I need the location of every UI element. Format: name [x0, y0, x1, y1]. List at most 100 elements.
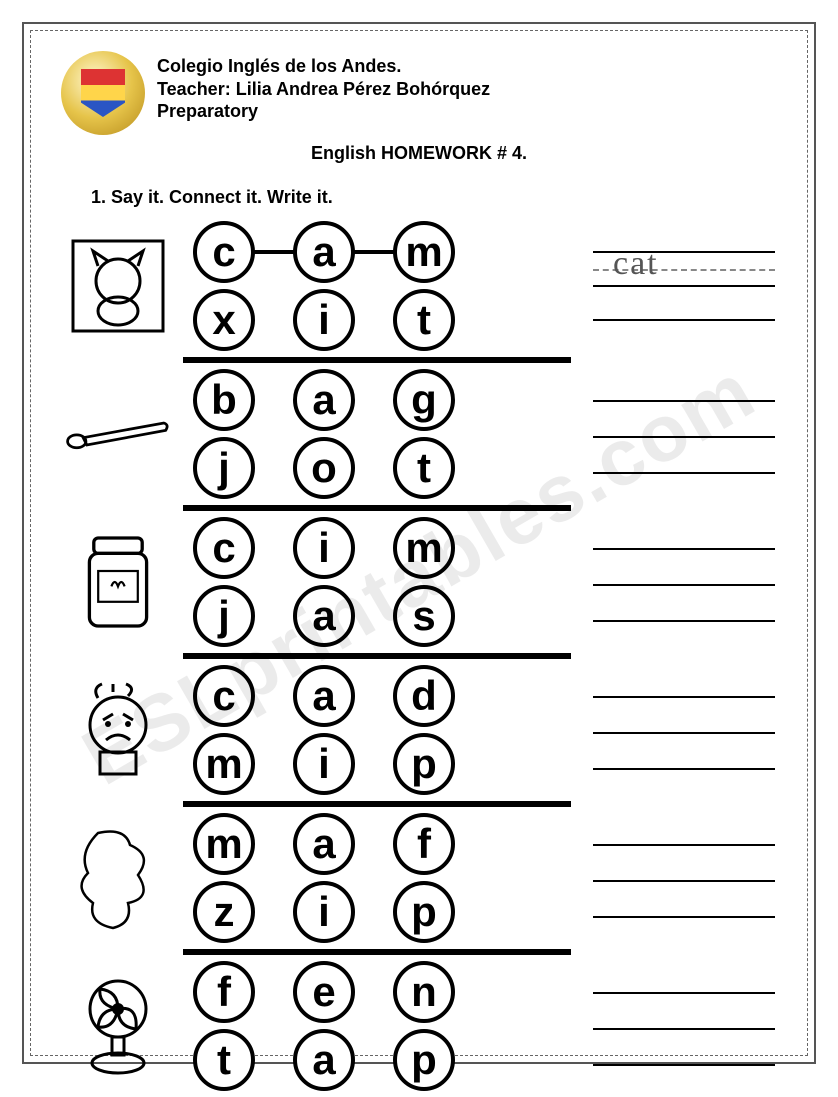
blank-line[interactable]	[593, 1028, 775, 1030]
letter-circle[interactable]: g	[393, 369, 455, 431]
letter-circle[interactable]: c	[193, 517, 255, 579]
letter-row-top: bag	[193, 369, 573, 431]
homework-title: English HOMEWORK # 4.	[31, 143, 807, 164]
letter-circle[interactable]: o	[293, 437, 355, 499]
written-answer: cat	[613, 245, 659, 283]
writing-area[interactable]	[583, 542, 775, 622]
letter-circle[interactable]: a	[293, 813, 355, 875]
letter-circle[interactable]: c	[193, 665, 255, 727]
header: Colegio Inglés de los Andes. Teacher: Li…	[61, 51, 490, 135]
blank-line[interactable]	[593, 400, 775, 402]
letter-circle[interactable]: d	[393, 665, 455, 727]
exercise-rows: camxitcatbagjotcimjascadmipmafzipfentap	[63, 215, 775, 1097]
writing-area[interactable]	[583, 838, 775, 918]
exercise-row: cam xit cat	[63, 215, 775, 357]
writing-area[interactable]: cat	[583, 251, 775, 321]
letter-row-bottom: mip	[193, 733, 573, 795]
letter-circle[interactable]: a	[293, 221, 355, 283]
letter-circle[interactable]: c	[193, 221, 255, 283]
blank-line[interactable]	[593, 584, 775, 586]
letter-row-bottom: jas	[193, 585, 573, 647]
letter-circle[interactable]: n	[393, 961, 455, 1023]
header-text: Colegio Inglés de los Andes. Teacher: Li…	[157, 51, 490, 123]
page-inner-border: Colegio Inglés de los Andes. Teacher: Li…	[30, 30, 808, 1056]
letter-circle[interactable]: f	[193, 961, 255, 1023]
letter-circle[interactable]: i	[293, 733, 355, 795]
writing-area[interactable]	[583, 690, 775, 770]
blank-line[interactable]	[593, 319, 775, 321]
letter-circle[interactable]: p	[393, 1029, 455, 1091]
blank-line[interactable]	[593, 696, 775, 698]
letter-circle[interactable]: j	[193, 585, 255, 647]
blank-line[interactable]	[593, 880, 775, 882]
exercise-row: cimjas	[63, 511, 775, 653]
letter-row-top: maf	[193, 813, 573, 875]
letter-circle[interactable]: m	[193, 733, 255, 795]
letter-circle[interactable]: a	[293, 1029, 355, 1091]
page-outer-border: Colegio Inglés de los Andes. Teacher: Li…	[22, 22, 816, 1064]
letter-grid: cimjas	[193, 517, 573, 647]
exercise-row: mafzip	[63, 807, 775, 949]
letter-circle[interactable]: f	[393, 813, 455, 875]
cat-icon	[63, 226, 173, 346]
letter-row-bottom: zip	[193, 881, 573, 943]
letter-circle[interactable]: p	[393, 881, 455, 943]
school-logo-icon	[61, 51, 145, 135]
letter-grid: cadmip	[193, 665, 573, 795]
letter-row-bottom: tap	[193, 1029, 573, 1091]
exercise-row: cadmip	[63, 659, 775, 801]
letter-circle[interactable]: z	[193, 881, 255, 943]
letter-row-top: cim	[193, 517, 573, 579]
letter-circle[interactable]: a	[293, 585, 355, 647]
exercise-row: bagjot	[63, 363, 775, 505]
letter-circle[interactable]: t	[393, 437, 455, 499]
letter-grid: cam xit	[193, 221, 573, 351]
jam-jar-icon	[63, 522, 173, 642]
letter-circle[interactable]: i	[293, 517, 355, 579]
shield-icon	[81, 69, 125, 117]
level: Preparatory	[157, 100, 490, 123]
blank-line[interactable]	[593, 916, 775, 918]
letter-circle[interactable]: a	[293, 665, 355, 727]
blank-line[interactable]	[593, 1064, 775, 1066]
letter-circle[interactable]: t	[193, 1029, 255, 1091]
blank-line[interactable]	[593, 844, 775, 846]
letter-row-top: fen	[193, 961, 573, 1023]
letter-circle[interactable]: s	[393, 585, 455, 647]
letter-circle[interactable]: t	[393, 289, 455, 351]
letter-grid: fentap	[193, 961, 573, 1091]
connector-line	[251, 250, 295, 254]
school-name: Colegio Inglés de los Andes.	[157, 55, 490, 78]
exercise-row: fentap	[63, 955, 775, 1097]
letter-grid: mafzip	[193, 813, 573, 943]
letter-circle[interactable]: i	[293, 289, 355, 351]
writing-area[interactable]	[583, 394, 775, 474]
bat-icon	[63, 374, 173, 494]
letter-row-top: cad	[193, 665, 573, 727]
letter-circle[interactable]: m	[193, 813, 255, 875]
letter-circle[interactable]: m	[393, 517, 455, 579]
blank-line[interactable]	[593, 436, 775, 438]
letter-circle[interactable]: m	[393, 221, 455, 283]
blank-line[interactable]	[593, 992, 775, 994]
blank-line[interactable]	[593, 768, 775, 770]
letter-circle[interactable]: j	[193, 437, 255, 499]
letter-circle[interactable]: a	[293, 369, 355, 431]
letter-circle[interactable]: e	[293, 961, 355, 1023]
writing-area[interactable]	[583, 986, 775, 1066]
mad-face-icon	[63, 670, 173, 790]
blank-line[interactable]	[593, 472, 775, 474]
letter-grid: bagjot	[193, 369, 573, 499]
letter-circle[interactable]: i	[293, 881, 355, 943]
letter-row-bottom: jot	[193, 437, 573, 499]
blank-line[interactable]	[593, 620, 775, 622]
blank-line[interactable]	[593, 548, 775, 550]
instruction: 1. Say it. Connect it. Write it.	[91, 187, 333, 208]
handwriting-line[interactable]: cat	[593, 251, 775, 287]
map-icon	[63, 818, 173, 938]
letter-circle[interactable]: p	[393, 733, 455, 795]
letter-circle[interactable]: b	[193, 369, 255, 431]
blank-line[interactable]	[593, 732, 775, 734]
letter-circle[interactable]: x	[193, 289, 255, 351]
teacher-name: Teacher: Lilia Andrea Pérez Bohórquez	[157, 78, 490, 101]
